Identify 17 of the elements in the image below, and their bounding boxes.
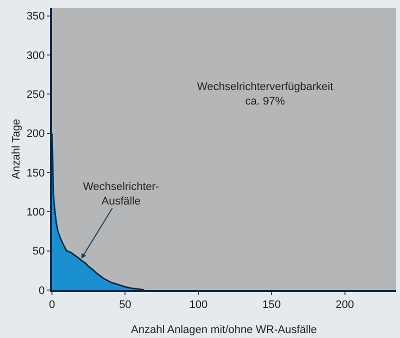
y-tick-label: 150 — [26, 167, 45, 180]
y-tick-label: 300 — [26, 50, 45, 62]
y-tick-label: 350 — [26, 10, 45, 23]
y-tick-label: 250 — [26, 89, 45, 102]
x-tick-label: 200 — [336, 299, 354, 312]
x-axis-title: Anzahl Anlagen mit/ohne WR-Ausfälle — [131, 324, 317, 336]
y-axis-title: Anzahl Tage — [10, 118, 23, 180]
x-tick-label: 0 — [48, 299, 56, 312]
annotation: Wechselrichter- Ausfälle — [83, 181, 160, 208]
y-tick-label: 200 — [26, 128, 45, 140]
y-tick-label: 100 — [26, 206, 45, 219]
x-tick-label: 50 — [119, 299, 132, 312]
annotation: Wechselrichterverfügbarkeit ca. 97% — [197, 81, 334, 108]
y-tick-label: 50 — [32, 246, 45, 258]
x-tick-label: 100 — [189, 299, 208, 312]
x-tick-label: 150 — [262, 299, 281, 312]
y-tick-label: 0 — [38, 284, 45, 297]
